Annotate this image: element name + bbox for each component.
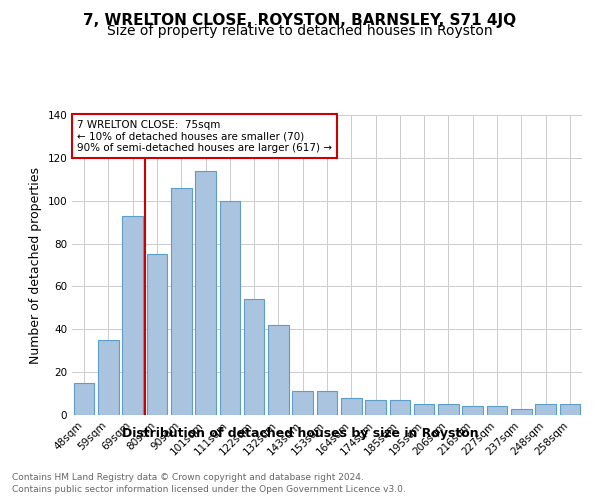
Bar xyxy=(98,340,119,415)
Bar xyxy=(171,188,191,415)
Text: 7 WRELTON CLOSE:  75sqm
← 10% of detached houses are smaller (70)
90% of semi-de: 7 WRELTON CLOSE: 75sqm ← 10% of detached… xyxy=(77,120,332,152)
Bar xyxy=(317,392,337,415)
Bar xyxy=(146,254,167,415)
Bar xyxy=(438,404,459,415)
Y-axis label: Number of detached properties: Number of detached properties xyxy=(29,166,42,364)
Text: Contains public sector information licensed under the Open Government Licence v3: Contains public sector information licen… xyxy=(12,485,406,494)
Bar xyxy=(414,404,434,415)
Bar xyxy=(292,392,313,415)
Bar xyxy=(244,300,265,415)
Bar xyxy=(560,404,580,415)
Bar xyxy=(220,200,240,415)
Bar xyxy=(535,404,556,415)
Bar xyxy=(511,408,532,415)
Bar xyxy=(389,400,410,415)
Bar xyxy=(268,325,289,415)
Bar xyxy=(74,383,94,415)
Bar xyxy=(122,216,143,415)
Text: Size of property relative to detached houses in Royston: Size of property relative to detached ho… xyxy=(107,24,493,38)
Text: 7, WRELTON CLOSE, ROYSTON, BARNSLEY, S71 4JQ: 7, WRELTON CLOSE, ROYSTON, BARNSLEY, S71… xyxy=(83,12,517,28)
Bar xyxy=(341,398,362,415)
Bar xyxy=(365,400,386,415)
Text: Distribution of detached houses by size in Royston: Distribution of detached houses by size … xyxy=(122,428,478,440)
Text: Contains HM Land Registry data © Crown copyright and database right 2024.: Contains HM Land Registry data © Crown c… xyxy=(12,472,364,482)
Bar xyxy=(487,406,508,415)
Bar xyxy=(463,406,483,415)
Bar xyxy=(195,170,216,415)
